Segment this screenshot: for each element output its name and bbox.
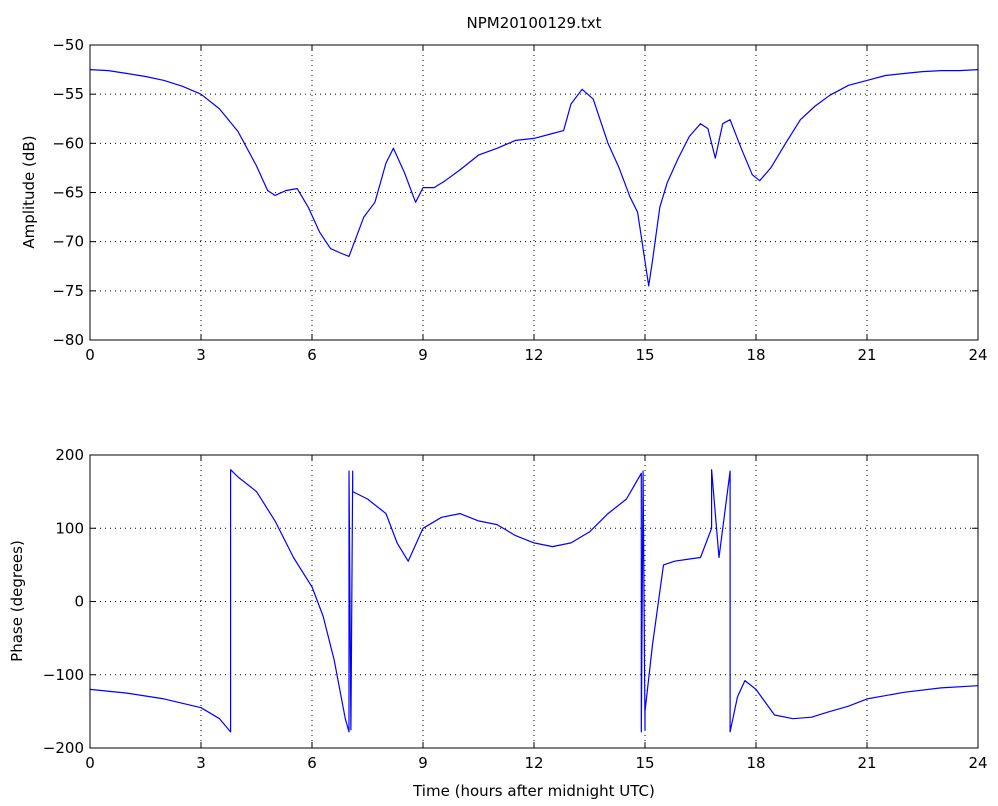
phase-series-line [89,469,979,733]
phase-panel: Phase (degrees) Time (hours after midnig… [8,446,988,800]
amplitude-plot-frame [89,44,979,341]
phase-trace-layer [89,469,979,733]
x-axis-label-time: Time (hours after midnight UTC) [412,782,655,800]
phase-gridlines [90,455,978,748]
phase-x-tick-label: 21 [857,754,876,772]
amplitude-y-tick-label: −75 [52,282,84,300]
phase-x-tick-label: 12 [524,754,543,772]
phase-x-tick-label: 15 [635,754,654,772]
phase-plot-frame [89,454,979,749]
amplitude-y-tick-label: −80 [52,331,84,349]
amplitude-x-tick-label: 3 [196,346,206,364]
amplitude-ticks: 0 3 6 9 12 15 18 21 24 −80 −75 −70 −65 −60 −55 −50 [52,36,987,364]
phase-y-tick-label: 0 [74,593,84,611]
phase-y-tick-label: −100 [43,666,84,684]
chart-title: NPM20100129.txt [467,14,602,32]
amplitude-y-tick-label: −50 [52,36,84,54]
amplitude-x-tick-label: 12 [524,346,543,364]
amplitude-x-tick-label: 6 [307,346,317,364]
phase-x-tick-label: 3 [196,754,206,772]
amplitude-trace-layer [89,69,979,287]
phase-x-tick-label: 0 [85,754,95,772]
amplitude-x-tick-label: 18 [746,346,765,364]
phase-y-tick-label: 200 [55,446,84,464]
amplitude-gridlines [90,45,978,340]
amplitude-x-tick-label: 15 [635,346,654,364]
amplitude-x-tick-label: 21 [857,346,876,364]
y-axis-label-phase: Phase (degrees) [8,540,26,662]
amplitude-y-tick-label: −65 [52,184,84,202]
amplitude-x-tick-label: 0 [85,346,95,364]
phase-x-tick-label: 9 [418,754,428,772]
y-axis-label-amplitude: Amplitude (dB) [20,135,38,248]
phase-ticks: 0 3 6 9 12 15 18 21 24 −200 −100 0 100 200 [43,446,988,772]
amplitude-panel: NPM20100129.txt Amplitude (dB) 0 3 6 9 12 15 1… [20,14,988,364]
phase-y-tick-label: −200 [43,739,84,757]
amplitude-x-tick-label: 24 [968,346,987,364]
amplitude-y-tick-label: −55 [52,85,84,103]
amplitude-x-tick-label: 9 [418,346,428,364]
amplitude-y-tick-label: −70 [52,233,84,251]
phase-x-tick-label: 6 [307,754,317,772]
phase-x-tick-label: 18 [746,754,765,772]
phase-x-tick-label: 24 [968,754,987,772]
amplitude-y-tick-label: −60 [52,134,84,152]
amplitude-series-line [89,69,979,287]
phase-y-tick-label: 100 [55,519,84,537]
